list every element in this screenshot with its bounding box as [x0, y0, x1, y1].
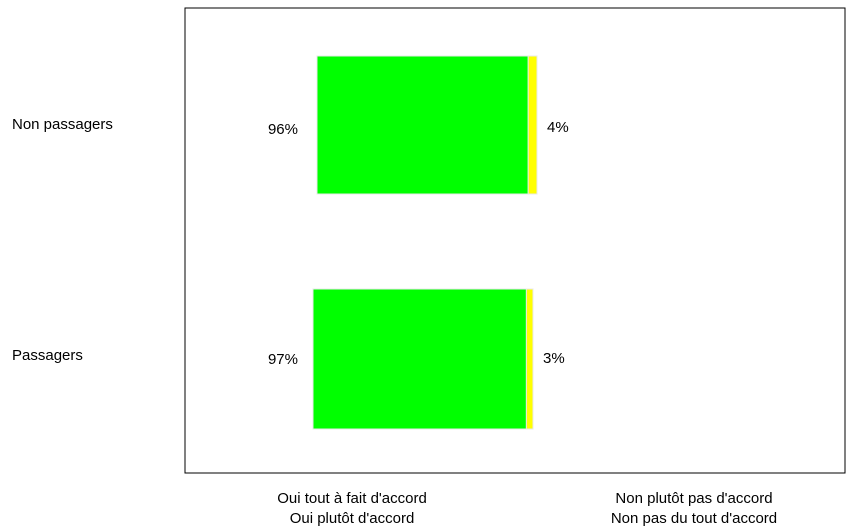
data-label-passagers-pas-accord: 3%: [543, 350, 565, 367]
data-label-passagers-accord: 97%: [268, 351, 298, 368]
bar-non-passagers-accord: [316, 55, 529, 195]
bars-layer: [312, 55, 538, 430]
legend-item-pas-accord-line2: Non pas du tout d'accord: [611, 510, 777, 527]
data-label-non-passagers-accord: 96%: [268, 121, 298, 138]
legend-item-pas-accord-line1: Non plutôt pas d'accord: [615, 490, 772, 507]
data-label-non-passagers-pas-accord: 4%: [547, 119, 569, 136]
category-label-non-passagers: Non passagers: [12, 116, 113, 133]
legend-item-accord-line2: Oui plutôt d'accord: [290, 510, 415, 527]
category-label-passagers: Passagers: [12, 347, 83, 364]
bar-passagers-accord: [312, 288, 527, 430]
legend-item-accord-line1: Oui tout à fait d'accord: [277, 490, 427, 507]
bar-passagers-pas-accord: [525, 288, 534, 430]
bar-non-passagers-pas-accord: [527, 55, 538, 195]
